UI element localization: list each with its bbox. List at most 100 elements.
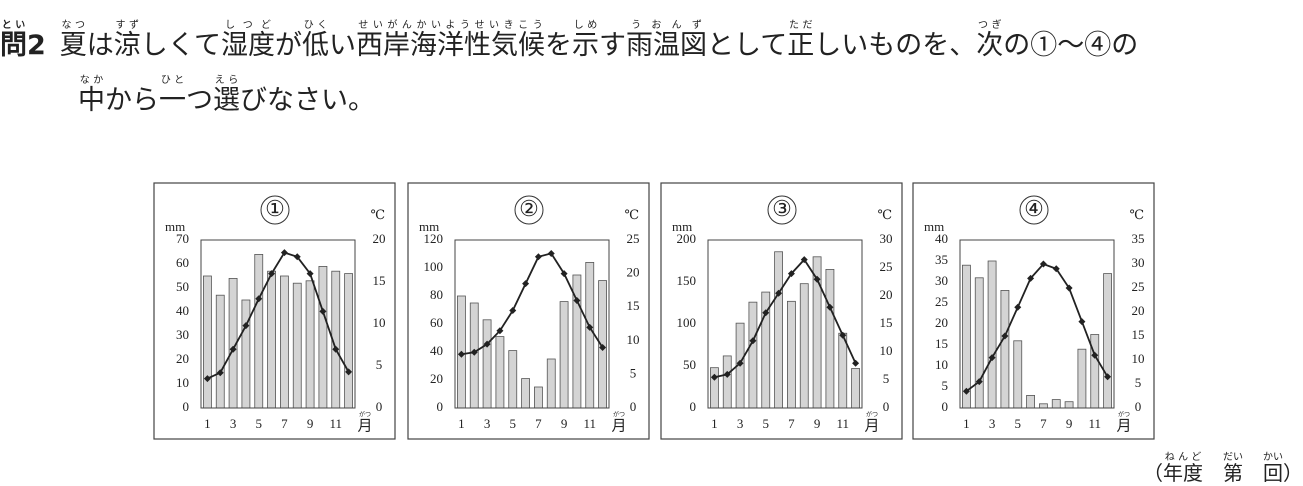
y-tick-label: 70 xyxy=(176,231,189,246)
y2-tick-label: 25 xyxy=(1132,279,1145,294)
question-text: 夏なつは涼すずしくて湿度しつどが低ひくい西岸海洋性気候せいがんかいようせいきこう… xyxy=(60,20,1138,61)
temperature-marker xyxy=(1001,332,1009,340)
y-tick-label: 60 xyxy=(176,255,189,270)
ruby-base: 西岸海洋性気候 xyxy=(356,30,545,61)
temperature-marker xyxy=(723,370,731,378)
ruby-base: 第 xyxy=(1223,461,1243,485)
ruby: 雨温図うおんず xyxy=(626,20,707,61)
y2-tick-label: 5 xyxy=(883,371,890,386)
y2-tick-label: 0 xyxy=(883,399,890,414)
bar xyxy=(305,280,315,409)
text: を xyxy=(545,30,572,61)
chart-title: ④ xyxy=(1024,196,1044,221)
y2-tick-label: 20 xyxy=(880,287,893,302)
bar xyxy=(267,270,276,409)
x-tick-label: 7 xyxy=(788,416,795,431)
temperature-marker xyxy=(1078,318,1086,326)
title-circle xyxy=(1019,195,1049,225)
ruby-text: とい xyxy=(0,20,27,31)
title-circle xyxy=(260,195,290,225)
temperature-line xyxy=(965,262,1109,392)
text: から xyxy=(105,85,159,116)
y2-tick-label: 30 xyxy=(880,231,893,246)
temperature-marker xyxy=(345,368,353,376)
text xyxy=(1243,461,1263,485)
y-tick-label: 25 xyxy=(935,294,948,309)
x-axis-label: 月 xyxy=(864,418,879,434)
ruby-base: 中 xyxy=(78,85,105,116)
y-tick-label: 35 xyxy=(935,252,948,267)
x-tick-label: 5 xyxy=(510,416,517,431)
y-tick-label: 5 xyxy=(942,378,949,393)
y-tick-label: 20 xyxy=(935,315,948,330)
temperature-marker xyxy=(332,345,340,353)
temperature-marker xyxy=(1065,284,1073,292)
ruby-text: かい xyxy=(1263,452,1283,463)
x-axis-label: 月 xyxy=(1116,418,1131,434)
ruby: 問とい xyxy=(0,20,27,61)
x-tick-label: 5 xyxy=(1015,416,1022,431)
y-axis-label: mm xyxy=(165,219,185,234)
y2-tick-label: 15 xyxy=(1132,327,1145,342)
temperature-marker xyxy=(988,354,996,362)
y-axis-label: mm xyxy=(924,219,944,234)
y2-tick-label: 20 xyxy=(627,265,640,280)
temperature-marker xyxy=(483,340,491,348)
plot-frame xyxy=(959,239,1115,409)
x-tick-label: 5 xyxy=(763,416,770,431)
bar xyxy=(585,262,595,409)
bar xyxy=(280,275,289,409)
temperature-marker xyxy=(547,249,555,257)
y2-tick-label: 15 xyxy=(880,315,893,330)
ruby-base: 次 xyxy=(976,30,1004,61)
temperature-marker xyxy=(470,348,478,356)
ruby: 第だい xyxy=(1223,452,1243,485)
bar xyxy=(203,275,212,409)
x-axis-label: 月 xyxy=(611,418,626,434)
temperature-marker xyxy=(962,387,970,395)
ruby-text: だい xyxy=(1223,452,1243,463)
y-tick-label: 30 xyxy=(935,273,948,288)
y2-tick-label: 25 xyxy=(880,259,893,274)
temperature-marker xyxy=(599,344,607,352)
temperature-marker xyxy=(268,270,276,278)
y2-tick-label: 5 xyxy=(630,365,637,380)
plot-frame xyxy=(707,239,863,409)
temperature-marker xyxy=(280,249,288,257)
temperature-marker xyxy=(852,359,860,367)
ruby: 正ただ xyxy=(787,20,815,61)
chart: ③ mm ℃ 0 50 100 150 200 0 5 10 15 20 25 30 1 3 5 7 9 11 月がつ xyxy=(660,182,903,440)
y2-tick-label: 15 xyxy=(627,298,640,313)
bar xyxy=(521,378,530,409)
temperature-marker xyxy=(736,359,744,367)
y-tick-label: 80 xyxy=(430,287,443,302)
ruby-text: しつど xyxy=(221,20,275,31)
y-tick-label: 0 xyxy=(183,399,190,414)
ruby-base: 一 xyxy=(159,85,186,116)
bar xyxy=(974,277,984,409)
question-label: 問とい2 xyxy=(0,20,46,61)
y-tick-label: 20 xyxy=(430,371,443,386)
bar xyxy=(1026,394,1035,409)
x-tick-label: 9 xyxy=(561,416,568,431)
chart-frame xyxy=(660,182,903,440)
x-tick-label: 3 xyxy=(230,416,237,431)
text: びなさい。 xyxy=(240,85,375,116)
x-tick-label: 11 xyxy=(583,416,596,431)
ruby-text: せいがんかいようせいきこう xyxy=(356,20,545,31)
ruby-base: 年度 xyxy=(1163,461,1203,485)
ruby-base: 正 xyxy=(787,30,815,61)
temperature-marker xyxy=(1039,260,1047,268)
y2-tick-label: 10 xyxy=(880,343,893,358)
ruby-text: なつ xyxy=(59,20,87,31)
text: が xyxy=(275,30,302,61)
y2-tick-label: 0 xyxy=(630,399,637,414)
bar xyxy=(838,332,848,409)
ruby-text: ねんど xyxy=(1163,452,1203,463)
temperature-marker xyxy=(229,345,237,353)
y-tick-label: 20 xyxy=(176,351,189,366)
ruby-text: つぎ xyxy=(976,20,1004,31)
bar xyxy=(825,269,835,409)
temperature-marker xyxy=(586,323,594,331)
